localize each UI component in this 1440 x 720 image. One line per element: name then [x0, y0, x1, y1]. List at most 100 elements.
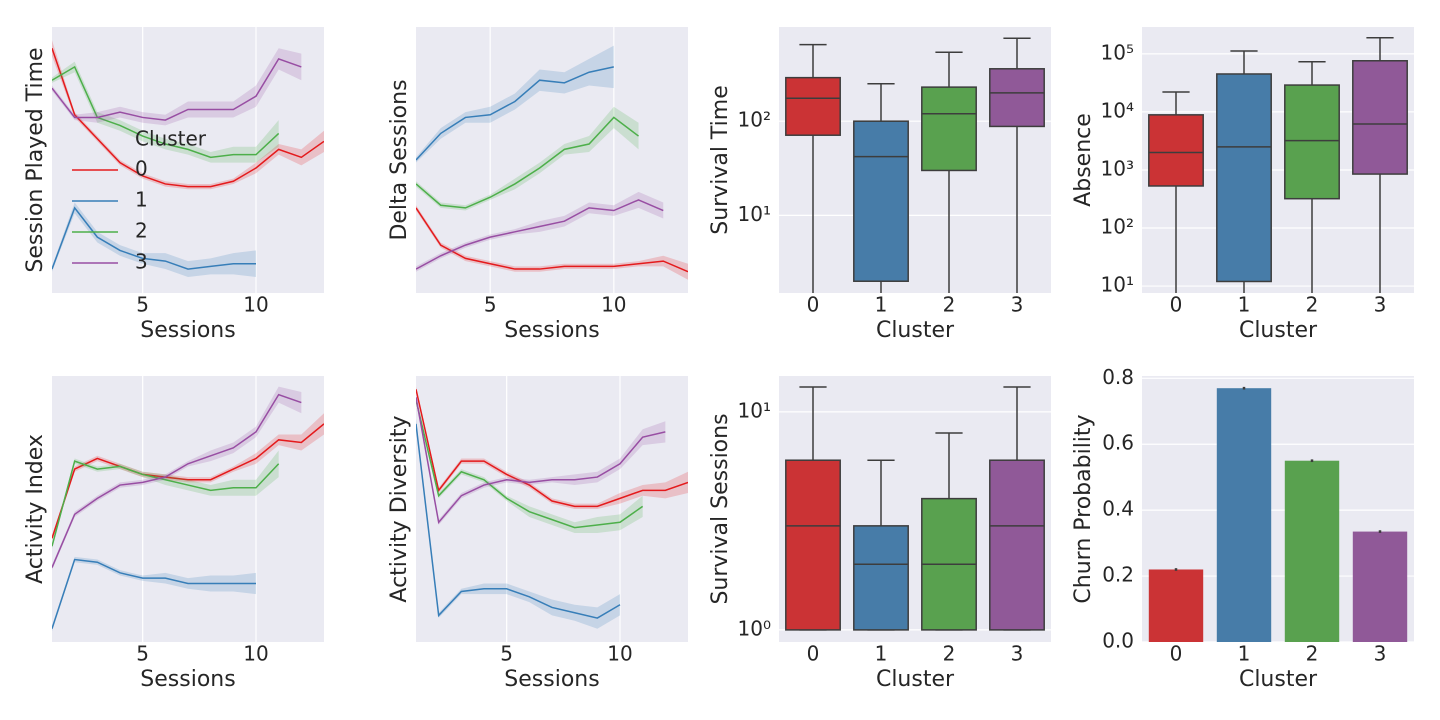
- y-tick-label: 10²: [738, 108, 771, 132]
- legend-label: 1: [135, 188, 148, 212]
- confidence-band: [416, 397, 643, 533]
- plot-area: [785, 386, 1045, 631]
- series-line: [52, 558, 256, 629]
- confidence-band: [416, 205, 688, 280]
- y-tick-label: 10¹: [1101, 273, 1134, 297]
- y-tick-label: 0.2: [1102, 563, 1134, 587]
- box: [1284, 84, 1340, 200]
- legend-label: 0: [135, 157, 148, 181]
- box: [785, 459, 841, 631]
- x-axis-label: Cluster: [1239, 318, 1318, 343]
- confidence-band: [416, 418, 620, 629]
- confidence-band: [52, 61, 279, 163]
- x-tick-label: 0: [807, 293, 820, 317]
- box: [1352, 60, 1408, 175]
- series-line: [416, 66, 614, 161]
- series-line: [416, 389, 688, 508]
- plot-area: [1148, 386, 1408, 642]
- box: [785, 76, 841, 136]
- series-line: [416, 399, 644, 529]
- box: [921, 86, 977, 172]
- x-tick-label: 0: [1170, 293, 1183, 317]
- x-tick-label: 1: [1238, 293, 1251, 317]
- legend-label: 2: [135, 219, 148, 243]
- confidence-band: [52, 202, 256, 278]
- x-tick-label: 3: [1011, 642, 1024, 666]
- y-axis-label: Absence: [1071, 113, 1096, 207]
- panel: 10¹ 10² Cluster Survival Time 0 1 2 3: [708, 27, 1051, 343]
- plot-area: [416, 376, 688, 642]
- panel: Sessions Activity Diversity 5 10: [387, 376, 688, 692]
- x-tick-label: 2: [1306, 293, 1319, 317]
- y-tick-label: 0.8: [1102, 365, 1134, 389]
- confidence-band: [416, 386, 688, 509]
- y-tick-label: 10⁰: [738, 616, 771, 640]
- confidence-band: [52, 413, 324, 541]
- y-tick-label: 0.4: [1102, 497, 1134, 521]
- legend: Cluster 0 1 2 3: [72, 127, 207, 274]
- series-line: [52, 393, 302, 568]
- plot-background: [52, 27, 324, 293]
- box: [1216, 73, 1272, 283]
- panel: Sessions Session Played Time 5 1 0 Cluster 0 1 2…: [23, 27, 324, 343]
- y-tick-label: 10²: [1101, 215, 1134, 239]
- x-tick-label: 1: [875, 642, 888, 666]
- y-tick-label: 10¹: [738, 202, 771, 226]
- series-line: [416, 199, 664, 270]
- plot-area: [52, 376, 324, 642]
- y-axis-label: Delta Sessions: [387, 79, 412, 240]
- series-line: [52, 423, 324, 539]
- x-axis-label: Sessions: [140, 318, 235, 343]
- legend-title: Cluster: [135, 127, 207, 151]
- y-axis-label: Activity Index: [23, 434, 48, 584]
- x-tick-label: 5: [136, 293, 149, 317]
- box: [989, 459, 1045, 631]
- x-tick-label: 1: [1238, 642, 1251, 666]
- legend-label: 3: [135, 250, 148, 274]
- x-tick-label: 5: [484, 293, 497, 317]
- panel: Sessions Activity Index 5 10: [23, 376, 324, 692]
- plot-background: [52, 376, 324, 642]
- plot-background: [416, 27, 688, 293]
- y-tick-label: 0.6: [1102, 431, 1134, 455]
- plot-area: [52, 27, 324, 293]
- x-axis-label: Sessions: [504, 318, 599, 343]
- y-axis-label: Churn Probability: [1071, 414, 1096, 603]
- panel: Sessions Delta Sessions 5 10: [387, 27, 688, 343]
- y-tick-label: 10⁴: [1101, 98, 1134, 122]
- x-tick-label: 3: [1374, 642, 1387, 666]
- series-line: [52, 65, 280, 159]
- y-tick-label: 10¹: [738, 398, 771, 422]
- x-tick-label: 0: [1170, 642, 1183, 666]
- plot-area: [785, 37, 1045, 293]
- y-tick-label: 10³: [1101, 156, 1134, 180]
- x-tick-label: 5: [136, 642, 149, 666]
- series-line: [416, 423, 621, 619]
- y-axis-label: Activity Diversity: [387, 415, 412, 602]
- x-axis-label: Cluster: [876, 667, 955, 692]
- box: [1148, 114, 1204, 187]
- bar: [1352, 531, 1408, 642]
- y-axis-label: Survival Time: [708, 85, 733, 235]
- plot-background: [416, 376, 688, 642]
- confidence-band: [416, 106, 639, 211]
- bar: [1148, 569, 1204, 642]
- series-line: [416, 116, 639, 209]
- confidence-band: [52, 386, 302, 571]
- plot-background: [779, 27, 1051, 293]
- y-axis-label: Session Played Time: [23, 47, 48, 272]
- confidence-band: [416, 45, 614, 163]
- x-tick-label: 10: [243, 642, 268, 666]
- plot-area: [1148, 37, 1408, 293]
- x-tick-label: 2: [943, 642, 956, 666]
- x-axis-label: Sessions: [504, 667, 599, 692]
- x-axis-label: Sessions: [140, 667, 235, 692]
- box: [989, 68, 1045, 128]
- box: [853, 120, 909, 282]
- confidence-band: [52, 450, 279, 549]
- panel: 0.0 0.2 0.4 0.6 0.8 Cluster Churn Probability 0…: [1071, 365, 1414, 692]
- panel: 10¹ 10² 10³ 10⁴ 10⁵ Cluster Absence 0 1 2 3: [1071, 27, 1414, 343]
- x-tick-label: 5: [500, 642, 513, 666]
- plot-area: [416, 27, 688, 293]
